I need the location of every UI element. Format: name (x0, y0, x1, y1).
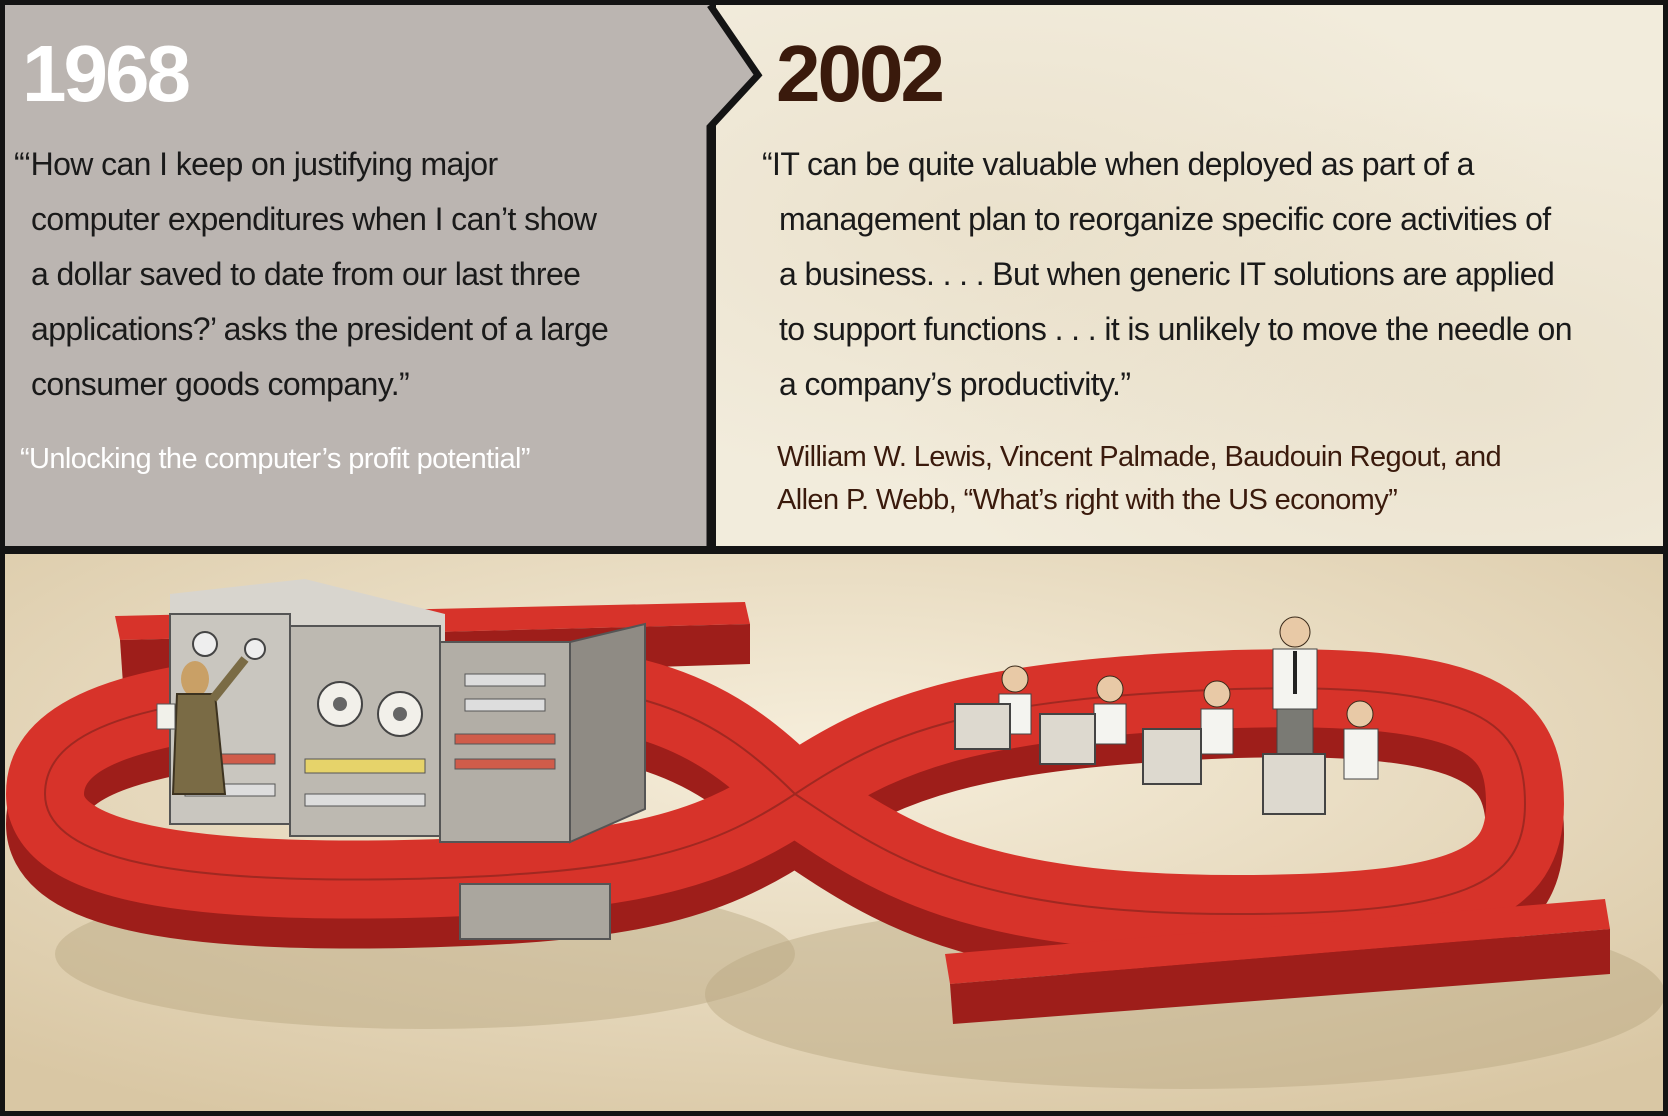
source-2002: William W. Lewis, Vincent Palmade, Baudo… (777, 436, 1502, 522)
quote-line: “‘How can I keep on justifying major (14, 146, 498, 182)
source-line: Allen P. Webb, “What’s right with the US… (777, 484, 1398, 516)
quote-line: “IT can be quite valuable when deployed … (762, 146, 1474, 182)
quote-2002: “IT can be quite valuable when deployed … (762, 137, 1572, 412)
panel-2002 (716, 5, 1663, 546)
quote-1968: “‘How can I keep on justifying major com… (14, 137, 609, 412)
woman-operator (156, 656, 249, 795)
worker (1200, 680, 1234, 755)
desktop-computer (1142, 728, 1202, 785)
worker (1093, 675, 1127, 745)
panel-1968 (5, 5, 710, 546)
source-line: William W. Lewis, Vincent Palmade, Baudo… (777, 441, 1502, 473)
desktop-computer (1262, 753, 1326, 815)
quote-line: to support functions . . . it is unlikel… (779, 311, 1572, 347)
worker (1343, 700, 1379, 780)
infinity-illustration (5, 554, 1663, 1111)
quote-line: a business. . . . But when generic IT so… (779, 256, 1555, 292)
quote-line: consumer goods company.” (31, 366, 410, 402)
desktop-computer (1039, 713, 1096, 765)
quote-line: applications?’ asks the president of a l… (31, 311, 609, 347)
quote-line: management plan to reorganize specific c… (779, 201, 1551, 237)
quote-line: a dollar saved to date from our last thr… (31, 256, 581, 292)
year-2002: 2002 (776, 29, 945, 118)
chevron-divider (700, 5, 763, 546)
year-1968: 1968 (22, 29, 191, 118)
office-workers (954, 616, 1379, 815)
source-1968: “Unlocking the computer’s profit potenti… (20, 443, 531, 475)
desktop-computer (954, 703, 1011, 750)
quote-line: computer expenditures when I can’t show (31, 201, 597, 237)
mainframe-computer (169, 579, 646, 940)
quote-line: a company’s productivity.” (779, 366, 1131, 402)
infinity-right-bar (945, 899, 1610, 1024)
